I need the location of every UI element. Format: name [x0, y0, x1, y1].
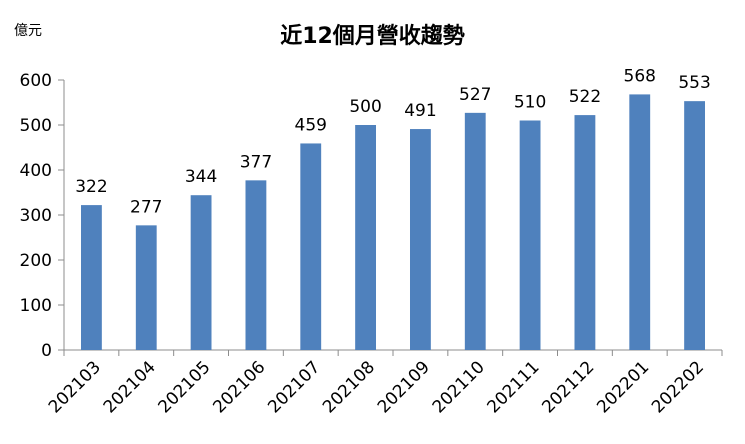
data-label-202105: 344 [185, 167, 217, 187]
bar-202107 [300, 143, 322, 350]
bar-202109 [409, 129, 431, 350]
bar-202105 [190, 195, 212, 350]
bar-202111 [519, 120, 541, 350]
data-label-202104: 277 [130, 197, 162, 217]
bar-202201 [629, 94, 651, 351]
bar-202103 [80, 205, 102, 350]
bar-202108 [355, 125, 377, 350]
data-label-202109: 491 [404, 101, 436, 121]
bar-series [80, 94, 706, 351]
data-label-202110: 527 [459, 85, 491, 105]
x-tick-label-202103: 202103 [45, 357, 105, 417]
x-tick-label-202202: 202202 [648, 357, 708, 417]
x-tick-label-202106: 202106 [209, 357, 269, 417]
bar-202104 [135, 225, 157, 350]
data-label-202202: 553 [678, 73, 710, 93]
data-label-202112: 522 [569, 87, 601, 107]
x-tick-label-202111: 202111 [484, 357, 544, 417]
data-label-202103: 322 [75, 177, 107, 197]
bar-202110 [464, 112, 486, 350]
x-tick-label-202109: 202109 [374, 357, 434, 417]
y-tick-label: 400 [20, 161, 52, 181]
y-tick-label: 500 [20, 116, 52, 136]
y-tick-label: 0 [41, 341, 52, 361]
x-tick-label-202104: 202104 [100, 357, 160, 417]
chart-title: 近12個月營收趨勢 [280, 24, 465, 49]
data-label-202111: 510 [514, 93, 546, 113]
data-label-202201: 568 [624, 66, 656, 86]
bar-202106 [245, 180, 267, 350]
data-labels: 322 277 344 377 459 500 491 527 510 522 568 553 [75, 66, 711, 217]
x-tick-label-202105: 202105 [155, 357, 215, 417]
bar-202112 [574, 115, 596, 350]
x-tick-label-202108: 202108 [319, 357, 379, 417]
y-tick-label: 100 [20, 296, 52, 316]
y-axis-unit-label: 億元 [14, 23, 42, 39]
y-tick-label: 300 [20, 206, 52, 226]
data-label-202106: 377 [240, 152, 272, 172]
x-tick-label-202107: 202107 [264, 357, 324, 417]
data-label-202108: 500 [349, 97, 381, 117]
bar-202202 [684, 101, 706, 351]
y-axis-ticks: 0 100 200 300 400 500 600 [20, 71, 64, 361]
y-tick-label: 600 [20, 71, 52, 91]
x-axis-ticks: 2021032021042021052021062021072021082021… [45, 350, 723, 417]
data-label-202107: 459 [295, 115, 327, 135]
x-tick-label-202201: 202201 [593, 357, 653, 417]
x-tick-label-202112: 202112 [538, 357, 598, 417]
x-tick-label-202110: 202110 [429, 357, 489, 417]
y-tick-label: 200 [20, 251, 52, 271]
